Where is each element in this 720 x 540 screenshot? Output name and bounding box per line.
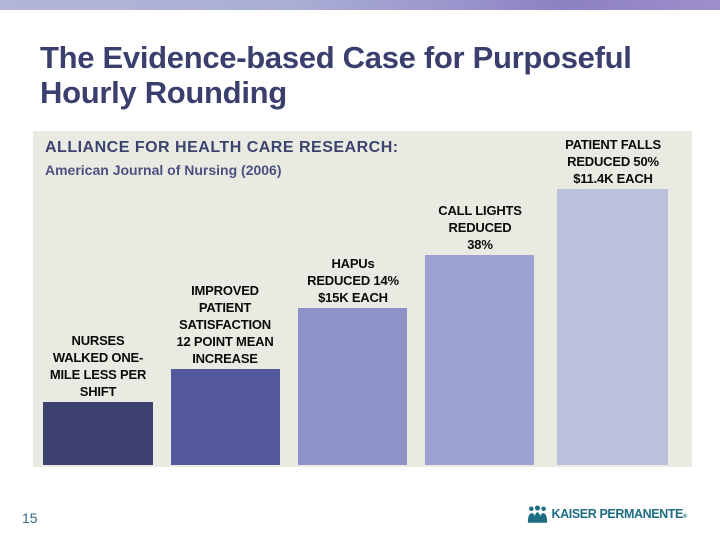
- bar-label-call-lights: CALL LIGHTS REDUCED 38%: [438, 203, 522, 252]
- bar-hapus-reduced: [298, 308, 407, 465]
- bar-patient-falls: [557, 189, 668, 465]
- kp-people-icon: [527, 505, 548, 523]
- bar-label-nurses-walked: NURSES WALKED ONE- MILE LESS PER SHIFT: [49, 333, 147, 399]
- kaiser-permanente-logo: KAISER PERMANENTE®: [527, 503, 687, 525]
- bar-patient-satisfaction: [171, 369, 280, 465]
- kp-registered-mark: ®: [682, 514, 687, 520]
- bar-call-lights: [425, 255, 534, 465]
- slide-title: The Evidence-based Case for Purposeful H…: [40, 40, 632, 110]
- bar-nurses-walked: [43, 402, 153, 465]
- chart-source-subheading: American Journal of Nursing (2006): [45, 162, 282, 178]
- bar-label-hapus-reduced: HAPUs REDUCED 14% $15K EACH: [307, 256, 399, 305]
- chart-panel: ALLIANCE FOR HEALTH CARE RESEARCH: Ameri…: [33, 131, 692, 467]
- top-gradient-band: [0, 0, 720, 10]
- bar-label-patient-satisfaction: IMPROVED PATIENT SATISFACTION 12 POINT M…: [176, 283, 274, 366]
- kp-logo-text: KAISER PERMANENTE®: [551, 507, 688, 521]
- bar-label-patient-falls: PATIENT FALLS REDUCED 50% $11.4K EACH: [565, 137, 661, 186]
- chart-source-heading: ALLIANCE FOR HEALTH CARE RESEARCH:: [45, 139, 399, 156]
- page-number: 15: [22, 510, 38, 526]
